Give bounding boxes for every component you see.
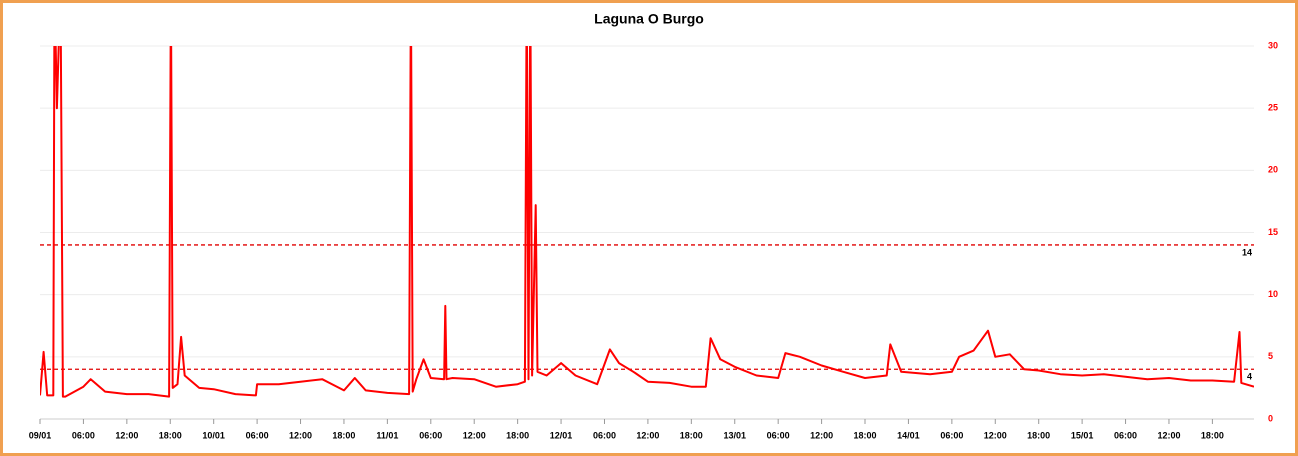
x-tick-label: 11/01 <box>376 430 398 440</box>
x-tick-label: 18:00 <box>159 430 182 440</box>
x-tick-label: 10/01 <box>202 430 225 440</box>
x-tick-label: 14/01 <box>897 430 920 440</box>
x-tick-label: 12:00 <box>636 430 659 440</box>
x-tick-label: 12:00 <box>115 430 138 440</box>
x-tick-label: 12:00 <box>289 430 312 440</box>
x-tick-label: 13/01 <box>723 430 746 440</box>
x-tick-label: 06:00 <box>767 430 790 440</box>
y-tick-label: 15 <box>1268 227 1278 237</box>
x-tick-label: 09/01 <box>29 430 52 440</box>
y-tick-label: 25 <box>1268 103 1278 113</box>
x-tick-label: 06:00 <box>1114 430 1137 440</box>
y-tick-label: 0 <box>1268 413 1273 423</box>
x-tick-label: 15/01 <box>1071 430 1094 440</box>
x-tick-label: 18:00 <box>1027 430 1050 440</box>
x-tick-label: 18:00 <box>506 430 529 440</box>
x-tick-label: 12:00 <box>810 430 833 440</box>
x-tick-label: 18:00 <box>332 430 355 440</box>
chart-title: Laguna O Burgo <box>594 11 704 27</box>
x-tick-label: 06:00 <box>246 430 269 440</box>
x-tick-label: 18:00 <box>853 430 876 440</box>
y-tick-label: 5 <box>1268 351 1273 361</box>
x-tick-label: 06:00 <box>940 430 963 440</box>
x-tick-label: 06:00 <box>593 430 616 440</box>
threshold-label: 14 <box>1242 247 1252 257</box>
x-tick-label: 18:00 <box>680 430 703 440</box>
y-tick-label: 10 <box>1268 289 1278 299</box>
x-tick-label: 06:00 <box>419 430 442 440</box>
x-tick-label: 12:00 <box>463 430 486 440</box>
data-line <box>40 46 1254 398</box>
x-tick-label: 18:00 <box>1201 430 1224 440</box>
x-tick-label: 06:00 <box>72 430 95 440</box>
x-tick-label: 12:00 <box>1157 430 1180 440</box>
y-tick-label: 30 <box>1268 40 1278 50</box>
x-tick-label: 12:00 <box>984 430 1007 440</box>
threshold-label: 4 <box>1247 372 1252 382</box>
x-tick-label: 12/01 <box>550 430 573 440</box>
y-tick-label: 20 <box>1268 165 1278 175</box>
